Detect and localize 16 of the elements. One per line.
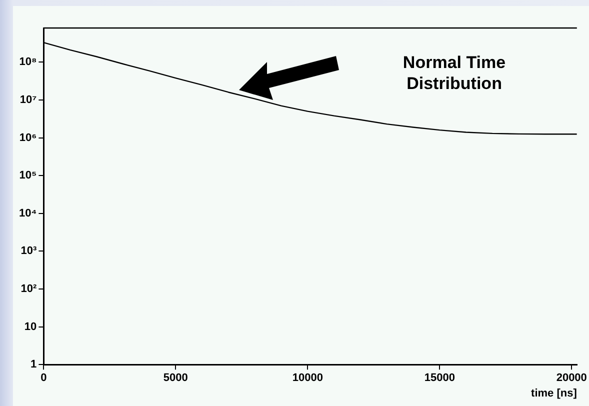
x-tick-label: 20000 [556, 372, 587, 384]
y-tick-label: 10⁵ [19, 170, 37, 182]
y-tick-label: 10⁴ [18, 207, 37, 220]
x-tick-label: 10000 [292, 372, 323, 384]
annotation: Normal Time Distribution [402, 53, 506, 93]
y-tick-label: 10⁶ [19, 132, 37, 144]
x-tick-label: 0 [40, 372, 47, 384]
y-tick-label: 1 [30, 358, 37, 371]
x-tick-label: 15000 [424, 372, 455, 384]
y-tick-label: 10² [20, 283, 38, 296]
x-axis-title: time [ns] [531, 387, 578, 400]
x-tick-label: 5000 [163, 372, 188, 384]
y-tick-label: 10 [24, 320, 37, 333]
y-tick-label: 10³ [20, 245, 38, 258]
y-tick-label: 10⁸ [19, 56, 37, 68]
y-tick-label: 10⁷ [20, 94, 38, 106]
